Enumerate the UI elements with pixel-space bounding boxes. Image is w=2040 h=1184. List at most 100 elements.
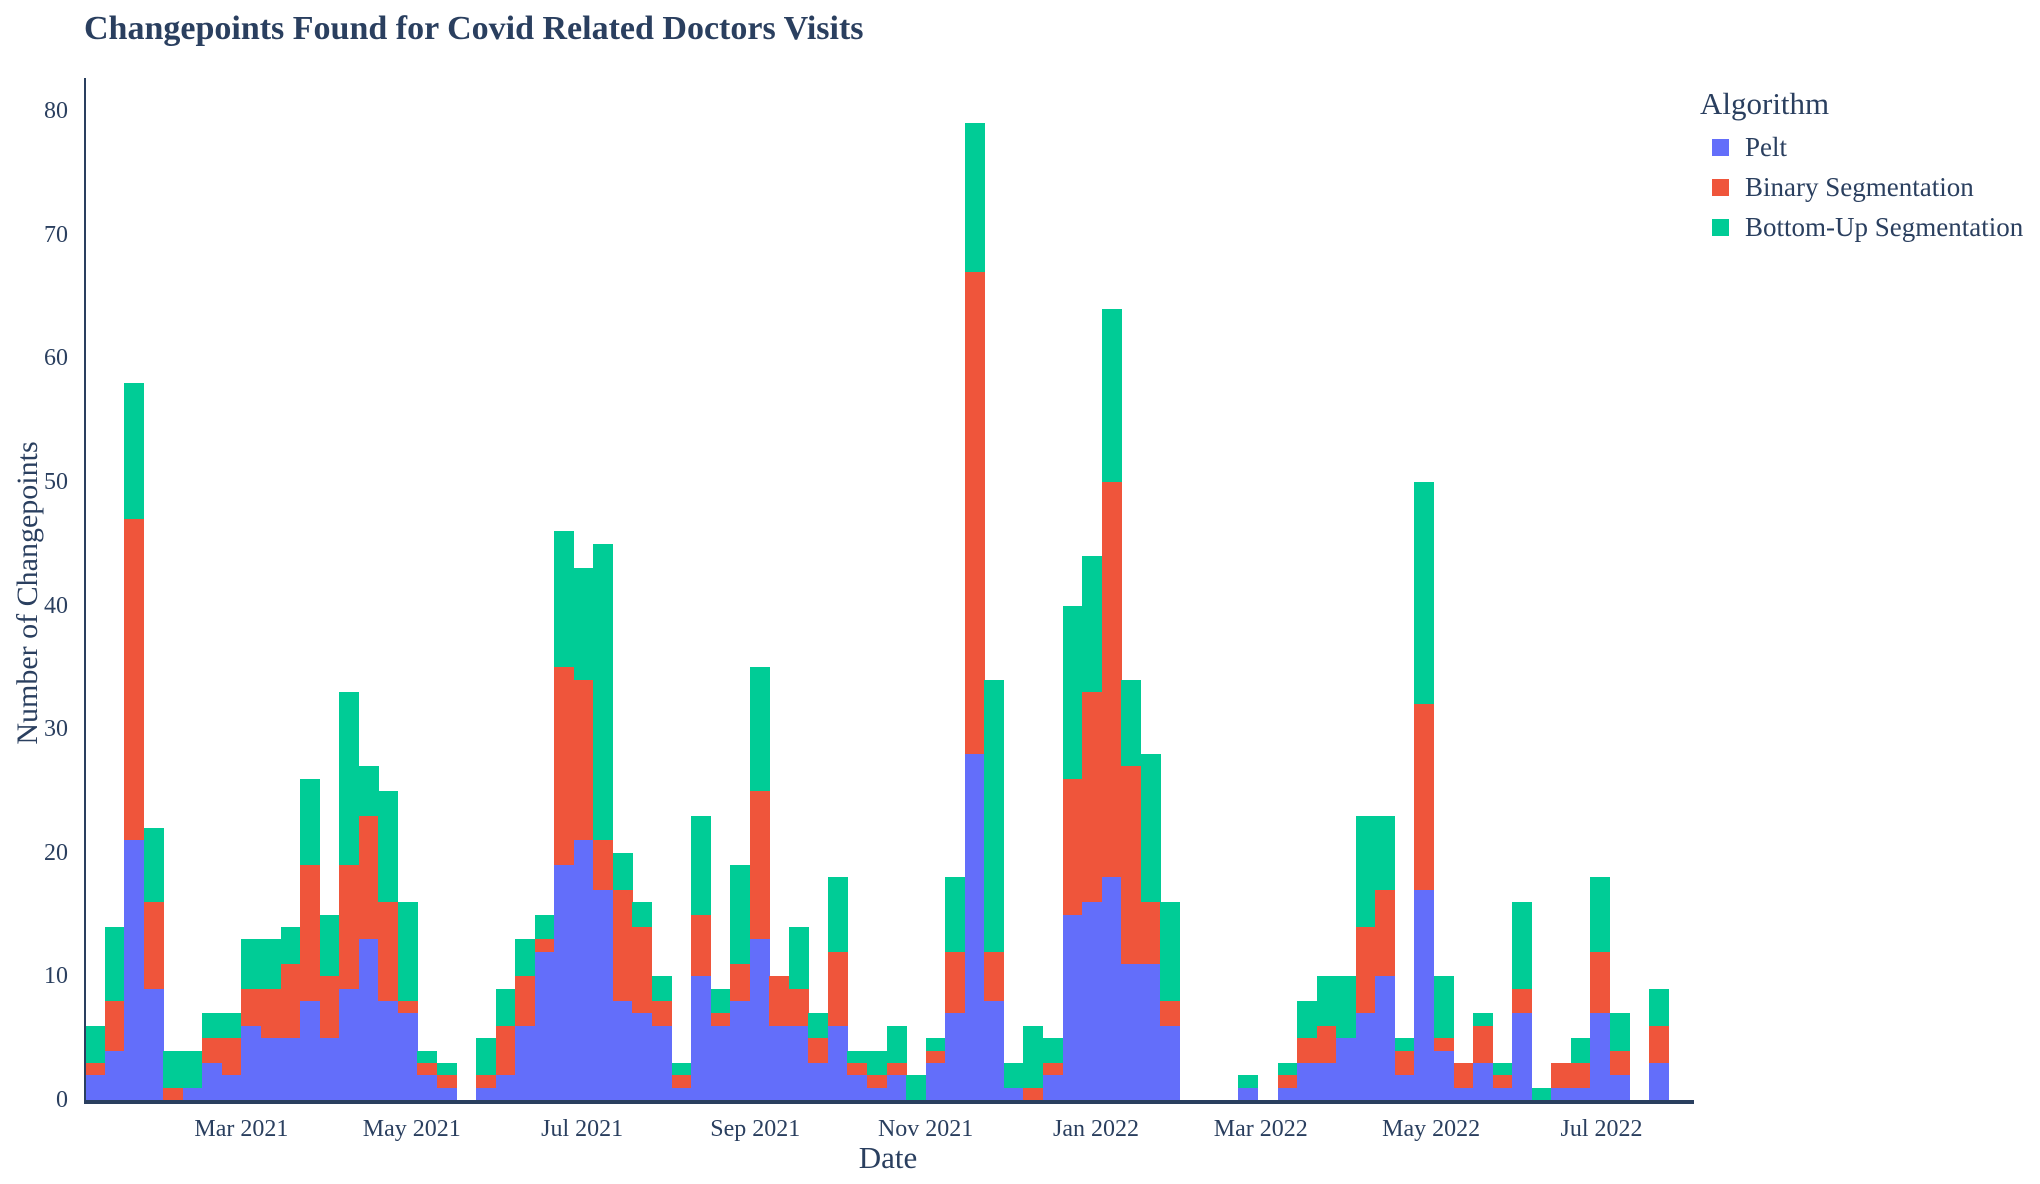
bar-segment-binary-segmentation[interactable] [691, 914, 712, 977]
bar-segment-pelt[interactable] [339, 988, 360, 1100]
bar-segment-pelt[interactable] [1512, 1013, 1533, 1100]
bar-segment-bottom-up-segmentation[interactable] [221, 1013, 242, 1039]
bar-segment-binary-segmentation[interactable] [241, 988, 262, 1026]
bar-segment-binary-segmentation[interactable] [964, 271, 985, 754]
bar-segment-binary-segmentation[interactable] [476, 1075, 497, 1088]
bar-segment-pelt[interactable] [515, 1025, 536, 1100]
bar-segment-binary-segmentation[interactable] [1023, 1087, 1044, 1100]
bar-segment-pelt[interactable] [1082, 902, 1103, 1100]
bar-segment-binary-segmentation[interactable] [1453, 1062, 1474, 1088]
bar-segment-binary-segmentation[interactable] [358, 815, 379, 940]
bar-segment-pelt[interactable] [886, 1075, 907, 1100]
bar-segment-binary-segmentation[interactable] [847, 1062, 868, 1076]
bar-segment-pelt[interactable] [593, 889, 614, 1100]
bar-segment-pelt[interactable] [476, 1087, 497, 1100]
bar-segment-bottom-up-segmentation[interactable] [886, 1025, 907, 1063]
bar-segment-pelt[interactable] [280, 1038, 301, 1100]
bar-segment-pelt[interactable] [1238, 1087, 1259, 1100]
bar-segment-binary-segmentation[interactable] [1082, 692, 1103, 903]
bar-segment-binary-segmentation[interactable] [1297, 1038, 1318, 1063]
bar-segment-bottom-up-segmentation[interactable] [1160, 902, 1181, 1002]
bar-segment-bottom-up-segmentation[interactable] [1082, 556, 1103, 693]
bar-segment-bottom-up-segmentation[interactable] [1042, 1038, 1063, 1063]
bar-segment-binary-segmentation[interactable] [925, 1050, 946, 1063]
bar-segment-pelt[interactable] [104, 1050, 125, 1100]
bar-segment-binary-segmentation[interactable] [1473, 1025, 1494, 1063]
bar-segment-bottom-up-segmentation[interactable] [476, 1038, 497, 1076]
legend-item-binary-segmentation[interactable]: Binary Segmentation [1712, 172, 2023, 202]
bar-segment-pelt[interactable] [632, 1013, 653, 1100]
bar-segment-bottom-up-segmentation[interactable] [1023, 1025, 1044, 1088]
bar-segment-pelt[interactable] [319, 1038, 340, 1100]
bar-segment-bottom-up-segmentation[interactable] [964, 123, 985, 272]
bar-segment-binary-segmentation[interactable] [945, 951, 966, 1014]
bar-segment-binary-segmentation[interactable] [1316, 1025, 1337, 1063]
bar-segment-binary-segmentation[interactable] [85, 1062, 106, 1076]
bar-segment-bottom-up-segmentation[interactable] [417, 1050, 438, 1063]
bar-segment-pelt[interactable] [300, 1001, 321, 1100]
bar-segment-pelt[interactable] [202, 1062, 223, 1100]
bar-segment-pelt[interactable] [534, 951, 555, 1100]
bar-segment-binary-segmentation[interactable] [554, 667, 575, 866]
bar-segment-pelt[interactable] [788, 1025, 809, 1100]
bar-segment-binary-segmentation[interactable] [260, 988, 281, 1039]
bar-segment-pelt[interactable] [1062, 914, 1083, 1100]
bar-segment-binary-segmentation[interactable] [1512, 988, 1533, 1014]
bar-segment-bottom-up-segmentation[interactable] [827, 877, 848, 952]
bar-segment-pelt[interactable] [124, 840, 145, 1100]
bar-segment-binary-segmentation[interactable] [651, 1001, 672, 1026]
bar-segment-pelt[interactable] [1316, 1062, 1337, 1100]
bar-segment-pelt[interactable] [769, 1025, 790, 1100]
bar-segment-binary-segmentation[interactable] [886, 1062, 907, 1076]
bar-segment-bottom-up-segmentation[interactable] [749, 667, 770, 791]
bar-segment-pelt[interactable] [495, 1075, 516, 1100]
bar-segment-bottom-up-segmentation[interactable] [397, 902, 418, 1002]
bar-segment-bottom-up-segmentation[interactable] [1277, 1062, 1298, 1076]
bar-segment-bottom-up-segmentation[interactable] [1492, 1062, 1513, 1076]
bar-segment-bottom-up-segmentation[interactable] [867, 1050, 888, 1076]
bar-segment-pelt[interactable] [436, 1087, 457, 1100]
bar-segment-binary-segmentation[interactable] [593, 840, 614, 890]
bar-segment-pelt[interactable] [925, 1062, 946, 1100]
bar-segment-pelt[interactable] [984, 1001, 1005, 1100]
bar-segment-pelt[interactable] [1042, 1075, 1063, 1100]
bar-segment-bottom-up-segmentation[interactable] [163, 1050, 184, 1088]
bar-segment-bottom-up-segmentation[interactable] [945, 877, 966, 952]
bar-segment-pelt[interactable] [710, 1025, 731, 1100]
bar-segment-binary-segmentation[interactable] [1355, 926, 1376, 1014]
bar-segment-pelt[interactable] [1394, 1075, 1415, 1100]
bar-segment-bottom-up-segmentation[interactable] [1531, 1087, 1552, 1100]
bar-segment-bottom-up-segmentation[interactable] [358, 766, 379, 816]
bar-segment-bottom-up-segmentation[interactable] [632, 902, 653, 927]
bar-segment-pelt[interactable] [730, 1001, 751, 1100]
bar-segment-bottom-up-segmentation[interactable] [1238, 1075, 1259, 1088]
bar-segment-binary-segmentation[interactable] [984, 951, 1005, 1002]
bar-segment-pelt[interactable] [945, 1013, 966, 1100]
bar-segment-bottom-up-segmentation[interactable] [1140, 753, 1161, 903]
bar-segment-bottom-up-segmentation[interactable] [1375, 815, 1396, 890]
bar-segment-pelt[interactable] [1551, 1087, 1572, 1100]
bar-segment-pelt[interactable] [691, 976, 712, 1100]
bar-segment-pelt[interactable] [378, 1001, 399, 1100]
bar-segment-pelt[interactable] [1277, 1087, 1298, 1100]
bar-segment-binary-segmentation[interactable] [319, 976, 340, 1039]
bar-segment-pelt[interactable] [85, 1075, 106, 1100]
bar-segment-binary-segmentation[interactable] [1140, 902, 1161, 964]
bar-segment-bottom-up-segmentation[interactable] [241, 939, 262, 989]
bar-segment-binary-segmentation[interactable] [632, 926, 653, 1014]
bar-segment-binary-segmentation[interactable] [339, 865, 360, 989]
bar-segment-pelt[interactable] [827, 1025, 848, 1100]
bar-segment-bottom-up-segmentation[interactable] [143, 828, 164, 903]
bar-segment-binary-segmentation[interactable] [280, 964, 301, 1039]
bar-segment-binary-segmentation[interactable] [1121, 766, 1142, 964]
bar-segment-pelt[interactable] [417, 1075, 438, 1100]
bar-segment-binary-segmentation[interactable] [378, 902, 399, 1002]
bar-segment-pelt[interactable] [1414, 889, 1435, 1100]
bar-segment-bottom-up-segmentation[interactable] [691, 815, 712, 915]
bar-segment-pelt[interactable] [1453, 1087, 1474, 1100]
legend-item-bottom-up-segmentation[interactable]: Bottom-Up Segmentation [1712, 212, 2023, 242]
bar-segment-pelt[interactable] [573, 840, 594, 1100]
bar-segment-bottom-up-segmentation[interactable] [593, 543, 614, 841]
bar-segment-pelt[interactable] [358, 939, 379, 1100]
bar-segment-pelt[interactable] [867, 1087, 888, 1100]
